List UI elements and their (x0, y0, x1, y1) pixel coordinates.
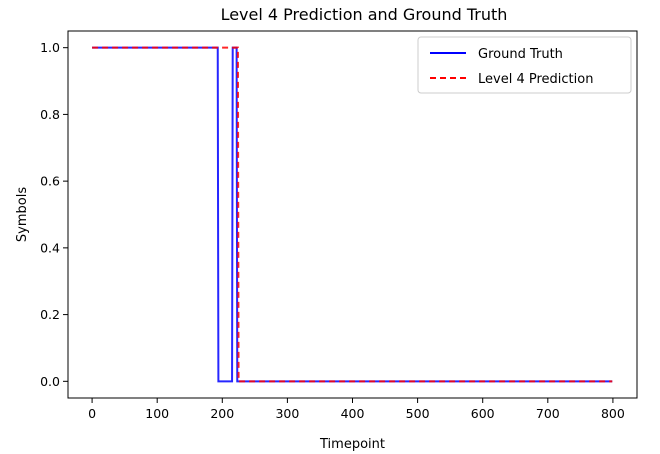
y-tick-label: 0.0 (40, 374, 60, 389)
x-axis-label: Timepoint (319, 437, 385, 452)
series-line-ground-truth (92, 46, 613, 383)
chart-title: Level 4 Prediction and Ground Truth (221, 5, 508, 24)
y-tick-label: 0.8 (40, 107, 60, 122)
x-tick-label: 500 (406, 406, 430, 421)
series-line-level-4-prediction (92, 46, 613, 383)
x-tick-label: 200 (210, 406, 234, 421)
y-tick-label: 0.4 (40, 240, 60, 255)
x-tick-label: 700 (536, 406, 560, 421)
legend-entry-ground-truth: Ground Truth (478, 47, 563, 62)
x-tick-label: 300 (275, 406, 299, 421)
plot-area (92, 46, 613, 383)
x-tick-label: 600 (471, 406, 495, 421)
legend: Ground Truth Level 4 Prediction (417, 36, 632, 94)
legend-box (417, 36, 632, 94)
plot-frame (67, 30, 638, 399)
legend-entry-level-4-prediction: Level 4 Prediction (478, 72, 593, 87)
x-tick-label: 800 (601, 406, 625, 421)
x-tick-label: 100 (145, 406, 169, 421)
y-tick-label: 0.6 (40, 174, 60, 189)
y-tick-label: 1.0 (40, 40, 60, 55)
axis-ticks: 0 100 200 300 400 500 600 700 800 0.0 0.2 0.4 0.6 0.8… (40, 40, 625, 421)
y-tick-label: 0.2 (40, 307, 60, 322)
y-axis-label: Symbols (15, 187, 30, 242)
x-tick-label: 400 (341, 406, 365, 421)
x-tick-label: 0 (88, 406, 96, 421)
